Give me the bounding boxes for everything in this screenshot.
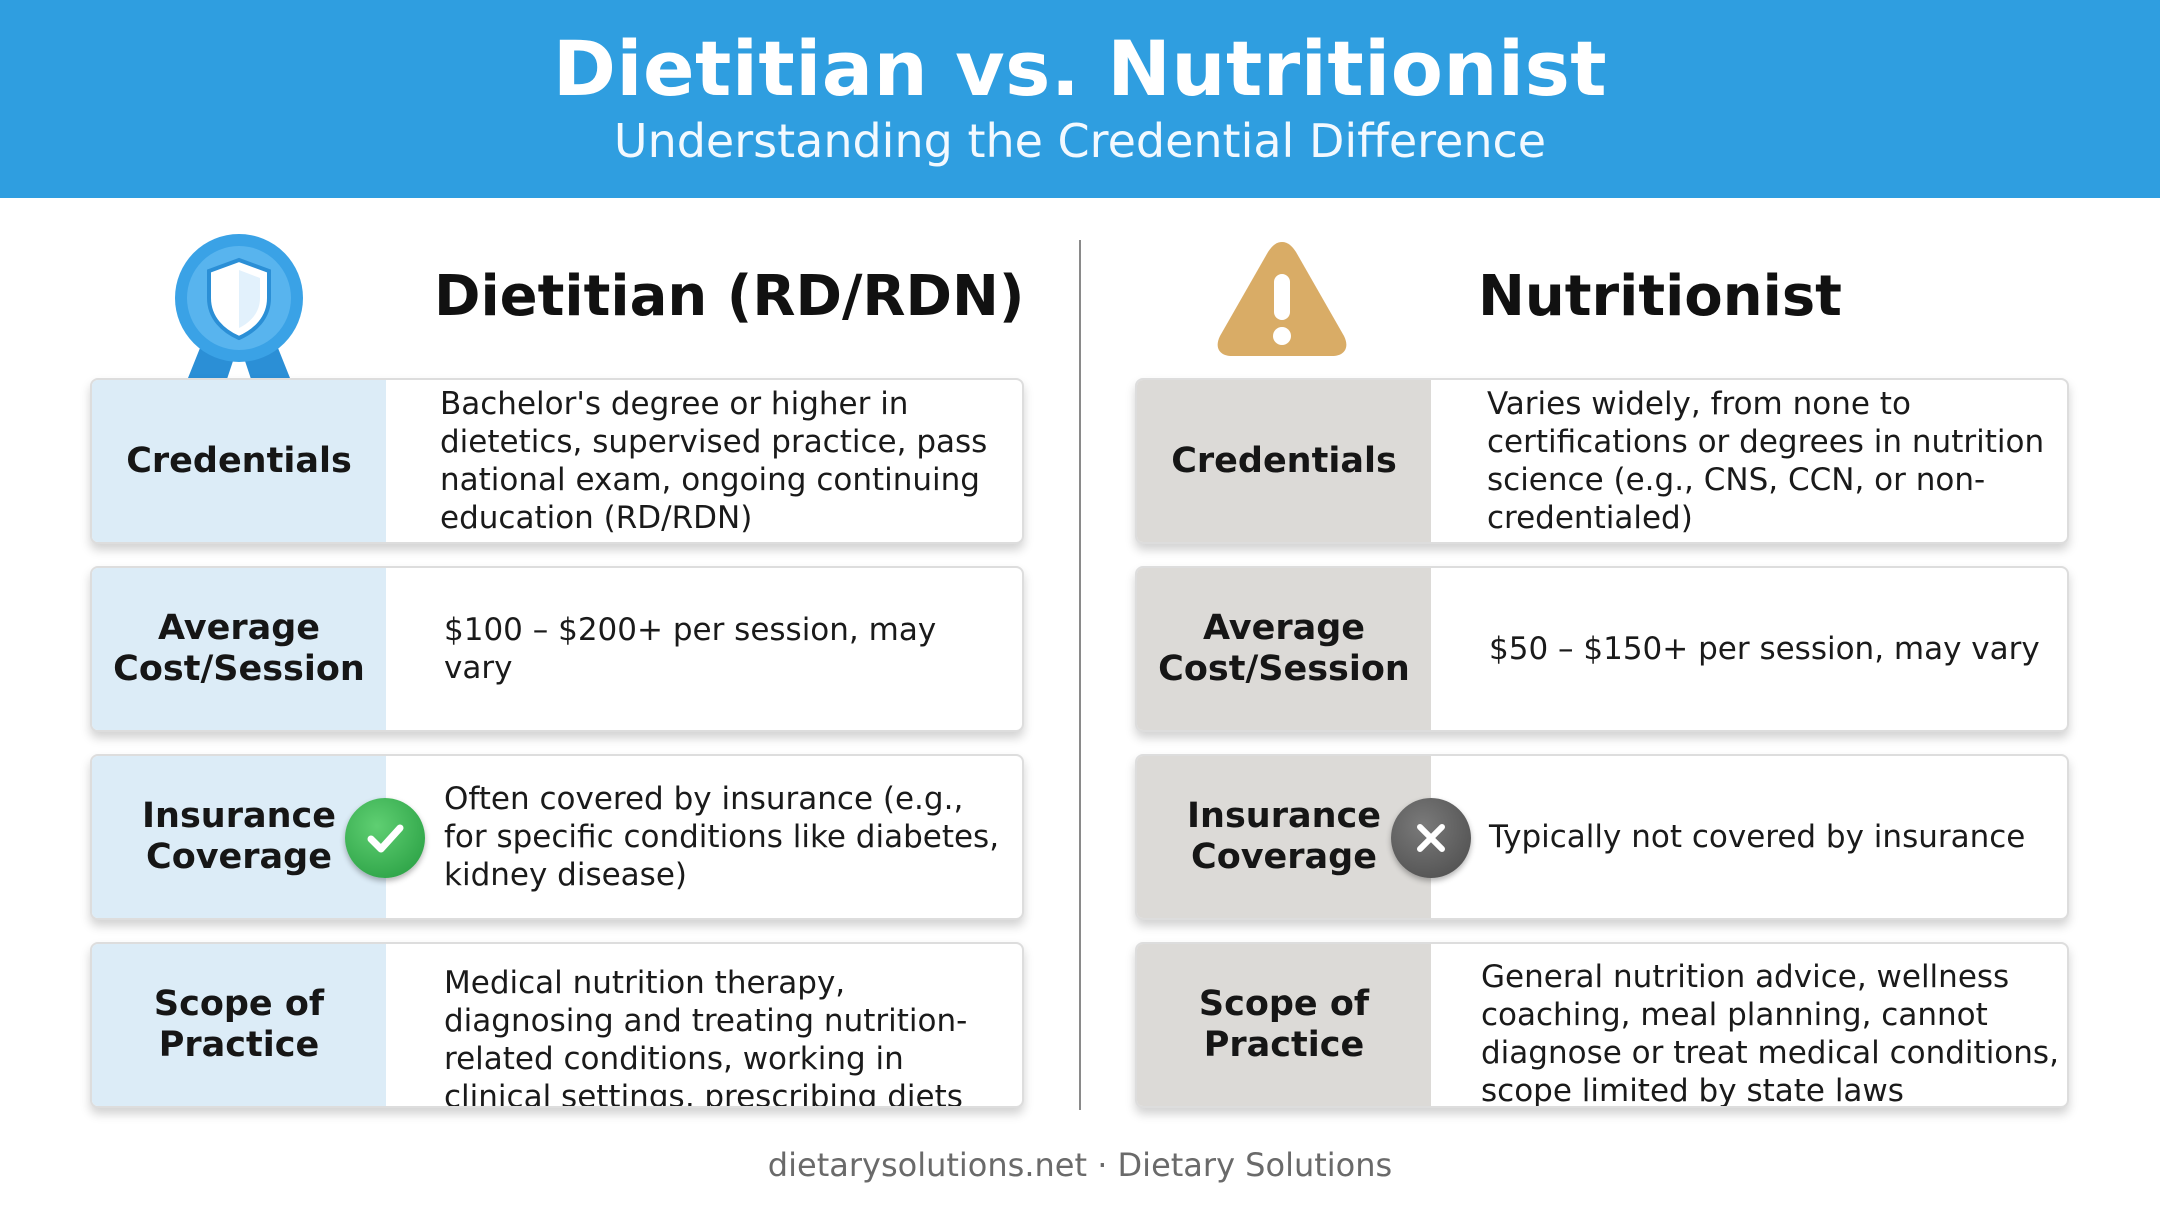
row-label: Credentials	[92, 380, 386, 542]
row-text: General nutrition advice, wellness coach…	[1481, 959, 2059, 1108]
footer-credit: dietarysolutions.net · Dietary Solutions	[767, 1146, 1393, 1184]
check-icon	[345, 798, 425, 878]
row-text: Often covered by insurance (e.g., for sp…	[444, 781, 1000, 893]
page-title: Dietitian vs. Nutritionist	[552, 24, 1608, 113]
x-icon	[1391, 798, 1471, 878]
dietitian-insurance-card: Insurance Coverage Often covered by insu…	[90, 754, 1024, 920]
row-label: Scope of Practice	[1137, 944, 1431, 1106]
row-label: Average Cost/Session	[92, 568, 386, 730]
nutritionist-insurance-card: Insurance Coverage Typically not covered…	[1135, 754, 2069, 920]
nutritionist-column-title: Nutritionist	[1478, 264, 1842, 329]
dietitian-column-title: Dietitian (RD/RDN)	[434, 264, 1025, 329]
column-divider	[1079, 240, 1081, 1110]
row-text: Typically not covered by insurance	[1489, 819, 2026, 855]
row-text: Medical nutrition therapy, diagnosing an…	[444, 965, 968, 1108]
row-label: Insurance Coverage	[1137, 756, 1431, 918]
nutritionist-credentials-card: Credentials Varies widely, from none to …	[1135, 378, 2069, 544]
warning-triangle-icon	[1212, 236, 1352, 362]
row-text: Varies widely, from none to certificatio…	[1487, 386, 2045, 536]
row-text: Bachelor's degree or higher in dietetics…	[440, 386, 988, 536]
row-label: Credentials	[1137, 380, 1431, 542]
dietitian-cost-card: Average Cost/Session $100 – $200+ per se…	[90, 566, 1024, 732]
row-label: Scope of Practice	[92, 944, 386, 1106]
nutritionist-cost-card: Average Cost/Session $50 – $150+ per ses…	[1135, 566, 2069, 732]
header-banner: Dietitian vs. Nutritionist Understanding…	[0, 0, 2160, 198]
dietitian-credentials-card: Credentials Bachelor's degree or higher …	[90, 378, 1024, 544]
row-text: $100 – $200+ per session, may vary	[444, 612, 937, 686]
row-label: Average Cost/Session	[1137, 568, 1431, 730]
row-text: $50 – $150+ per session, may vary	[1489, 631, 2040, 667]
dietitian-scope-card: Scope of Practice Medical nutrition ther…	[90, 942, 1024, 1108]
page-subtitle: Understanding the Credential Difference	[613, 114, 1547, 168]
nutritionist-scope-card: Scope of Practice General nutrition advi…	[1135, 942, 2069, 1108]
row-label: Insurance Coverage	[92, 756, 386, 918]
